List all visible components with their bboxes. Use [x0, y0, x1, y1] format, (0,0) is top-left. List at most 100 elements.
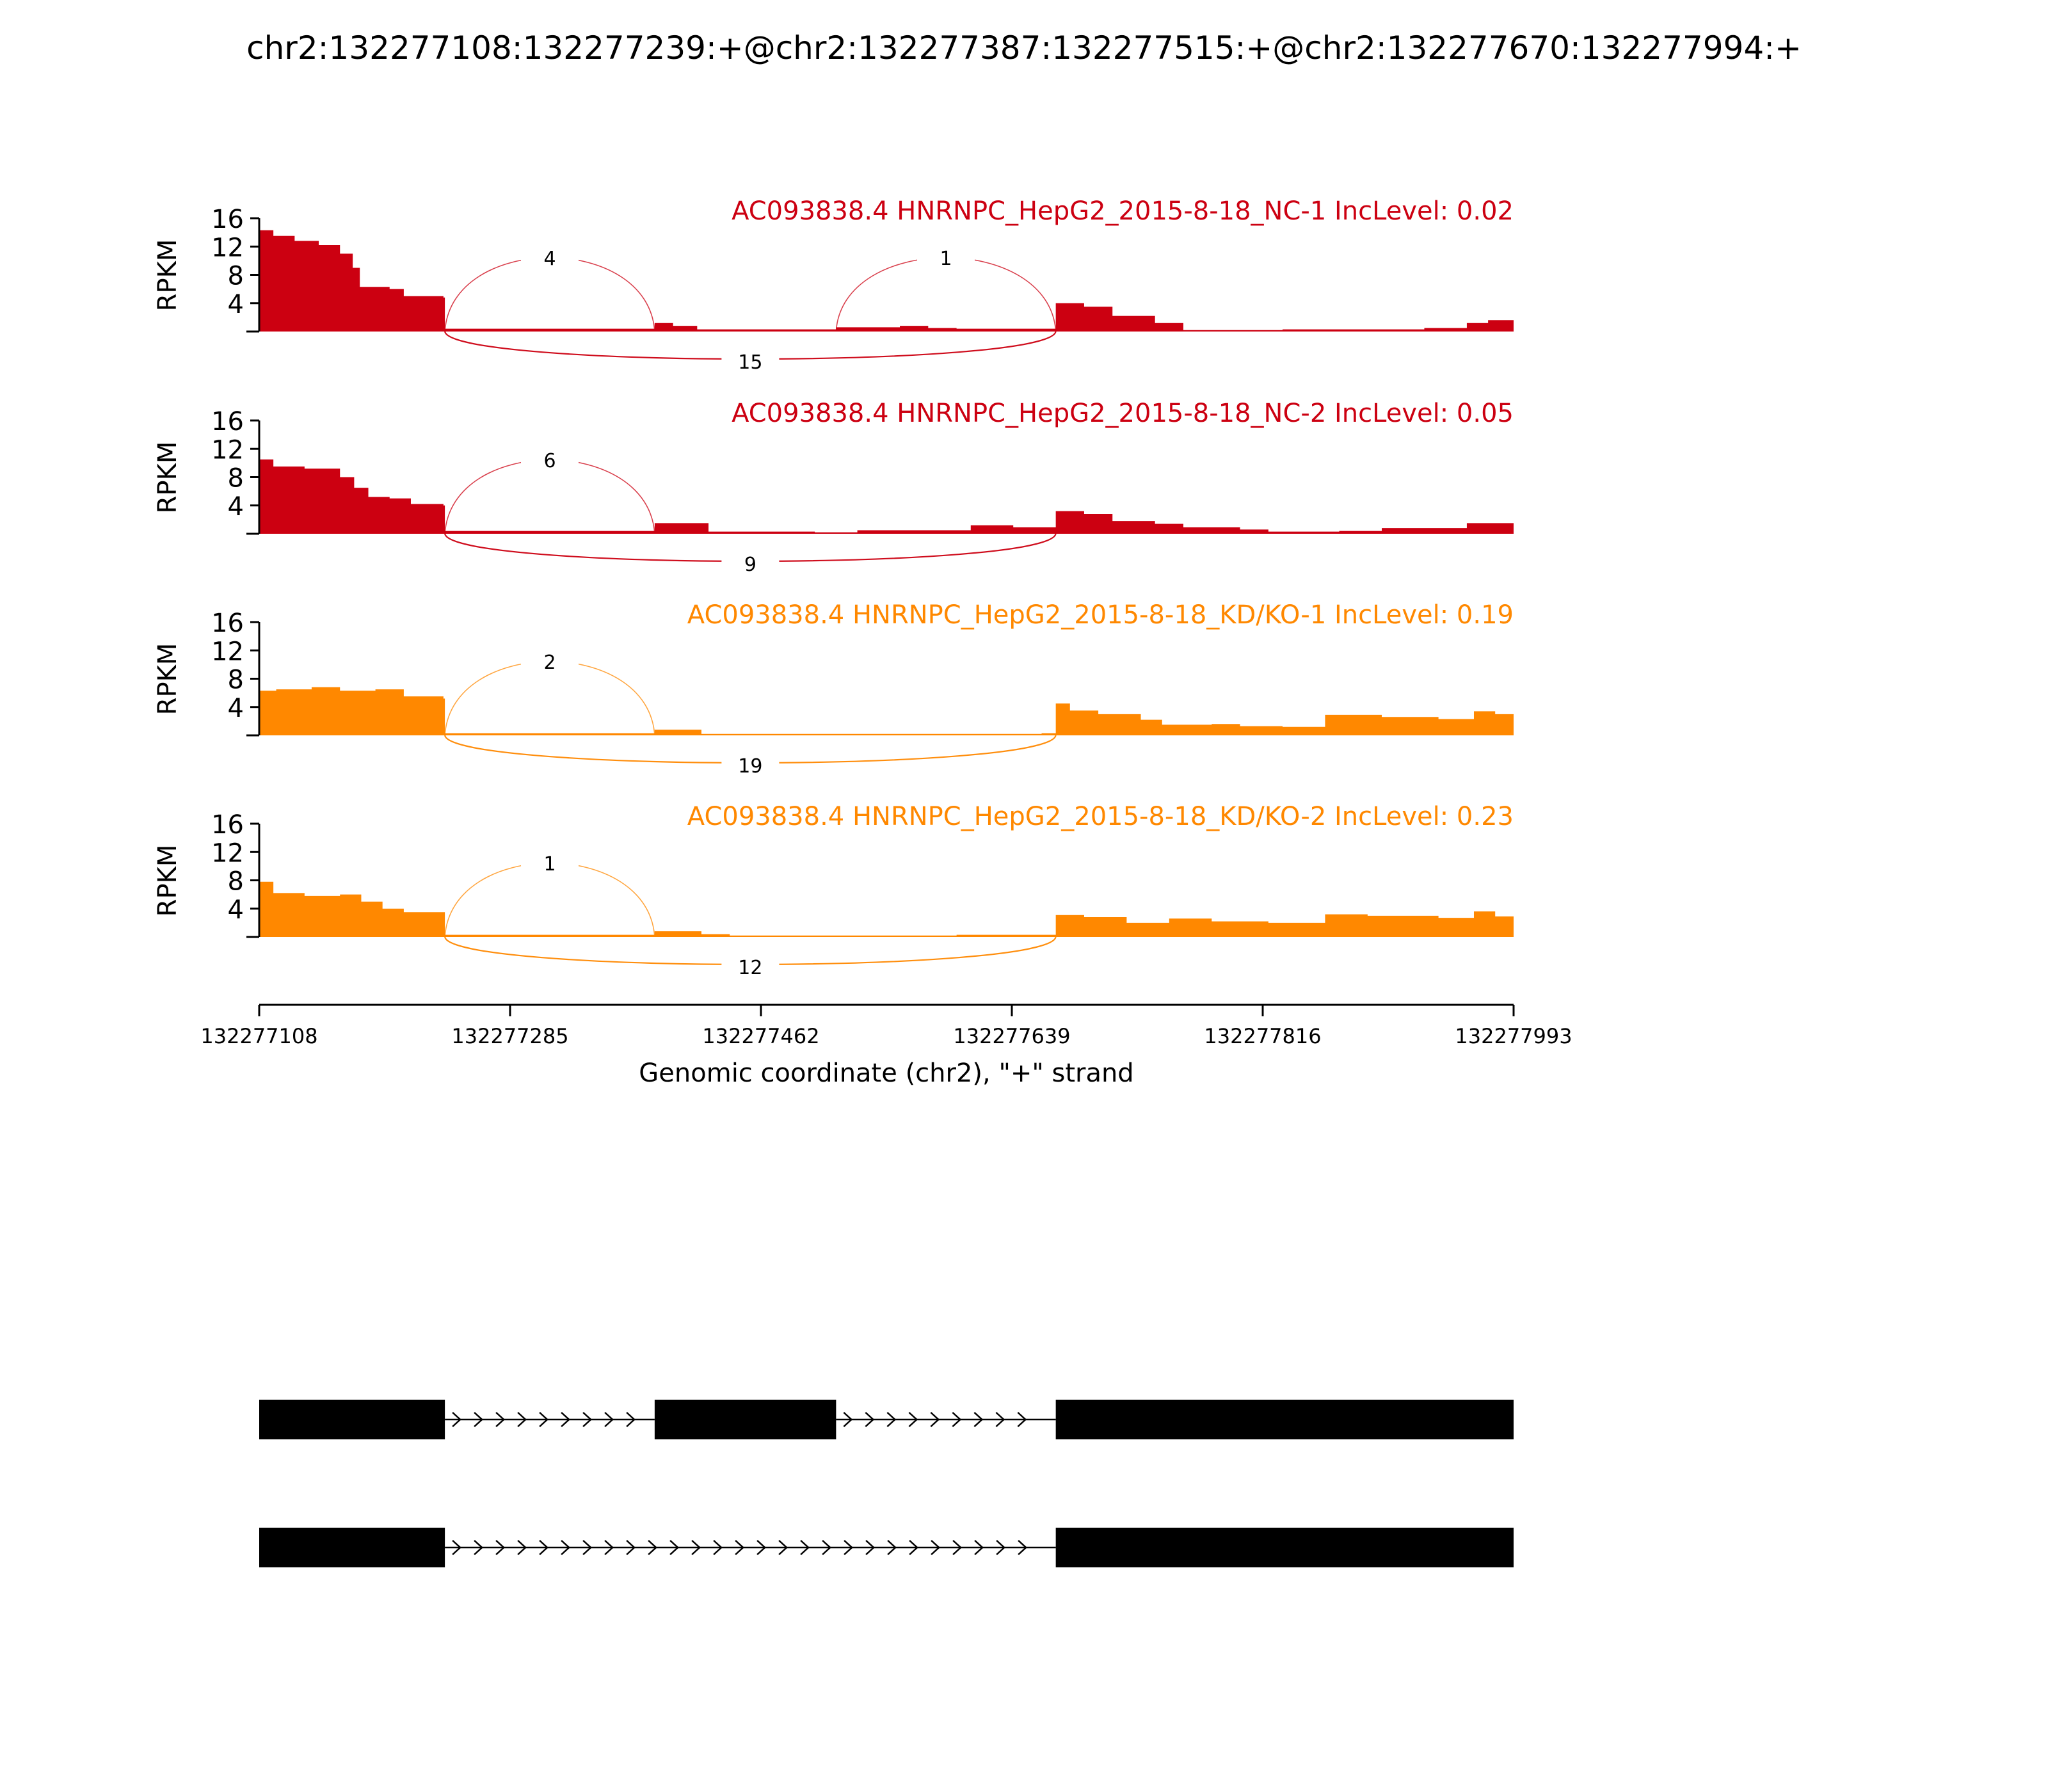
x-tick-label: 132277108	[200, 1024, 317, 1048]
track-label: AC093838.4 HNRNPC_HepG2_2015-8-18_NC-1 I…	[732, 196, 1514, 226]
y-tick-label: 16	[211, 407, 244, 436]
junction-count: 12	[738, 957, 762, 979]
strand-arrow	[474, 1540, 483, 1555]
y-axis-label: RPKM	[153, 239, 182, 312]
junction-label-bg	[917, 243, 975, 271]
strand-arrow	[539, 1412, 548, 1427]
y-axis-label: RPKM	[153, 442, 182, 514]
isoform-1	[259, 1400, 1514, 1439]
strand-arrow	[886, 1412, 897, 1427]
track-label: AC093838.4 HNRNPC_HepG2_2015-8-18_KD/KO-…	[687, 600, 1514, 630]
strand-arrow	[517, 1412, 527, 1427]
y-tick-label: 4	[228, 694, 244, 723]
strand-arrow	[865, 1540, 875, 1555]
chart-title: chr2:132277108:132277239:+@chr2:13227738…	[246, 29, 1802, 67]
junction-label-bg	[521, 646, 579, 675]
strand-arrow	[452, 1412, 461, 1427]
y-tick-label: 4	[228, 895, 244, 925]
junction-count: 2	[543, 652, 556, 674]
track-label: AC093838.4 HNRNPC_HepG2_2015-8-18_NC-2 I…	[732, 399, 1514, 428]
y-tick-label: 8	[228, 867, 244, 897]
strand-arrow	[582, 1540, 592, 1555]
y-tick-label: 4	[228, 492, 244, 522]
x-axis-label: Genomic coordinate (chr2), "+" strand	[639, 1059, 1133, 1088]
strand-arrow	[843, 1412, 853, 1427]
strand-arrow	[495, 1540, 505, 1555]
strand-arrow	[973, 1412, 984, 1427]
y-tick-label: 16	[211, 810, 244, 840]
junction-label-bg	[521, 848, 579, 877]
isoform-models	[259, 1400, 1514, 1567]
strand-arrow	[909, 1540, 918, 1555]
strand-arrow	[887, 1540, 897, 1555]
strand-arrow	[561, 1412, 570, 1427]
strand-arrow	[756, 1540, 766, 1555]
y-tick-label: 12	[211, 435, 244, 465]
y-tick-label: 4	[228, 290, 244, 319]
junction-count: 4	[543, 248, 556, 270]
strand-arrow	[713, 1540, 723, 1555]
strand-arrow	[582, 1412, 592, 1427]
strand-arrow	[931, 1540, 940, 1555]
coverage-area	[259, 230, 1514, 332]
strand-arrow	[452, 1540, 461, 1555]
strand-arrow	[974, 1540, 984, 1555]
strand-arrow	[952, 1540, 962, 1555]
x-tick-label: 132277639	[953, 1024, 1070, 1048]
strand-arrow	[669, 1540, 679, 1555]
exon-block	[259, 1400, 445, 1439]
junction-label-bg	[721, 749, 780, 778]
junction-label-bg	[721, 346, 780, 374]
strand-arrow	[735, 1540, 744, 1555]
y-axis-label: RPKM	[153, 643, 182, 716]
junction-label-bg	[521, 445, 579, 474]
track-label: AC093838.4 HNRNPC_HepG2_2015-8-18_KD/KO-…	[687, 802, 1514, 831]
strand-arrow	[691, 1540, 701, 1555]
junction-count: 1	[940, 248, 952, 270]
exon-block	[654, 1400, 836, 1439]
y-tick-label: 8	[228, 666, 244, 695]
exon-block	[1055, 1400, 1514, 1439]
strand-arrow	[648, 1540, 657, 1555]
strand-arrow	[1017, 1412, 1027, 1427]
coverage-area	[259, 881, 1514, 937]
strand-arrow	[930, 1412, 940, 1427]
junction-label-bg	[521, 243, 579, 271]
x-tick-label: 132277816	[1204, 1024, 1321, 1048]
junction-count: 9	[744, 554, 756, 576]
junction-count: 15	[738, 351, 762, 374]
strand-arrow	[908, 1412, 918, 1427]
strand-arrow	[778, 1540, 788, 1555]
x-tick-label: 132277462	[702, 1024, 819, 1048]
junction-count: 1	[543, 853, 556, 876]
y-tick-label: 8	[228, 464, 244, 493]
exon-block	[1055, 1528, 1514, 1567]
coverage-area	[259, 459, 1514, 534]
strand-arrow	[844, 1540, 853, 1555]
strand-arrow	[800, 1540, 810, 1555]
y-tick-label: 12	[211, 233, 244, 262]
strand-arrow	[626, 1540, 636, 1555]
coverage-area	[259, 687, 1514, 735]
exon-block	[259, 1528, 445, 1567]
strand-arrow	[822, 1540, 831, 1555]
strand-arrow	[604, 1412, 614, 1427]
y-tick-label: 16	[211, 205, 244, 234]
y-tick-label: 8	[228, 262, 244, 291]
strand-arrow	[626, 1412, 636, 1427]
strand-arrow	[539, 1540, 548, 1555]
y-axis-label: RPKM	[153, 845, 182, 917]
strand-arrow	[474, 1412, 483, 1427]
x-axis: 132277108 132277285 132277462 132277639 1322…	[200, 1004, 1572, 1048]
strand-arrow	[604, 1540, 614, 1555]
strand-arrow	[495, 1412, 505, 1427]
strand-arrow	[517, 1540, 527, 1555]
strand-arrow	[865, 1412, 875, 1427]
y-tick-label: 16	[211, 609, 244, 638]
strand-arrow	[995, 1412, 1005, 1427]
